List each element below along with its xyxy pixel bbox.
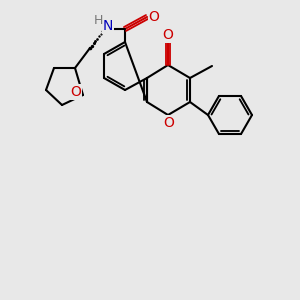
Text: O: O [70, 85, 81, 99]
Text: O: O [164, 116, 174, 130]
Text: N: N [103, 19, 113, 33]
Text: O: O [163, 28, 173, 42]
Text: H: H [93, 14, 103, 26]
Text: O: O [148, 10, 159, 24]
